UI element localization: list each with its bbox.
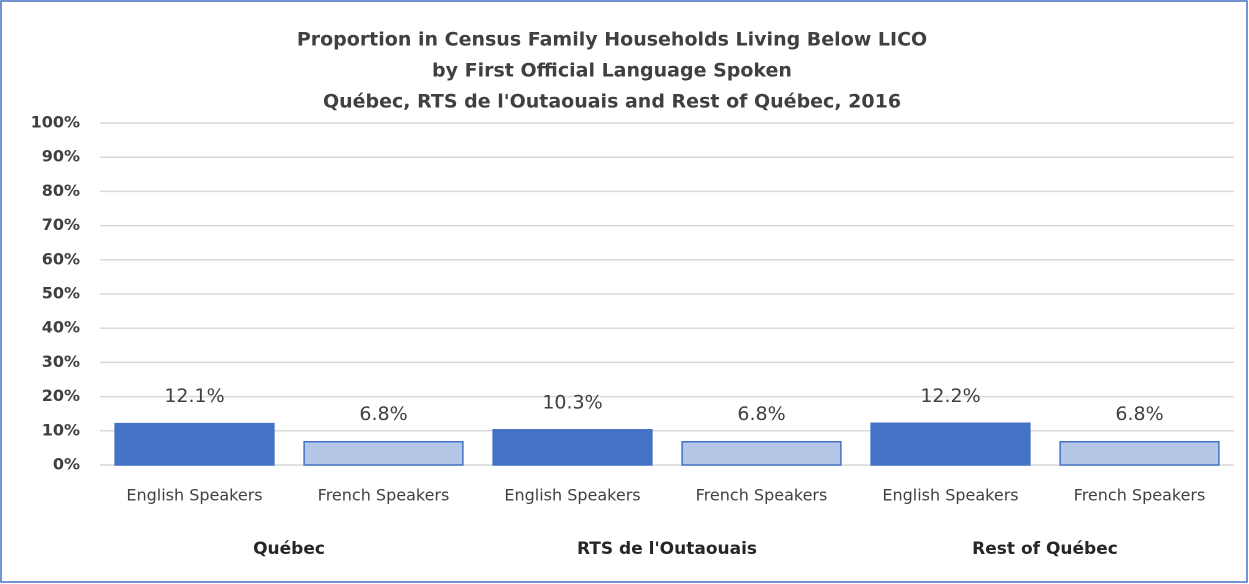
y-tick-label: 20% [42,386,80,405]
x-tick-label: English Speakers [882,486,1018,505]
y-tick-label: 60% [42,249,80,268]
y-tick-label: 100% [31,113,80,132]
y-tick-label: 80% [42,181,80,200]
x-tick-label: French Speakers [1074,486,1206,505]
value-label: 12.1% [164,385,224,407]
value-label: 6.8% [359,403,407,425]
group-label: RTS de l'Outaouais [577,539,757,559]
bar [303,440,464,466]
chart-title: by First Official Language Spoken [432,60,792,82]
y-tick-label: 40% [42,318,80,337]
chart-title: Québec, RTS de l'Outaouais and Rest of Q… [323,91,901,113]
value-label: 12.2% [920,385,980,407]
value-label: 10.3% [542,391,602,413]
x-tick-label: English Speakers [126,486,262,505]
y-tick-label: 10% [42,420,80,439]
y-tick-label: 0% [53,455,80,474]
x-tick-label: English Speakers [504,486,640,505]
chart-title: Proportion in Census Family Households L… [297,29,927,51]
group-label: Québec [253,539,325,559]
bar [681,440,842,466]
bar [114,422,275,466]
y-tick-label: 90% [42,147,80,166]
bar [1059,440,1220,466]
y-tick-label: 30% [42,352,80,371]
x-tick-label: French Speakers [318,486,450,505]
bar [870,422,1031,466]
bar [492,429,653,466]
value-label: 6.8% [737,403,785,425]
y-tick-label: 70% [42,215,80,234]
y-tick-label: 50% [42,284,80,303]
x-tick-label: French Speakers [696,486,828,505]
value-label: 6.8% [1115,403,1163,425]
group-label: Rest of Québec [972,539,1118,559]
